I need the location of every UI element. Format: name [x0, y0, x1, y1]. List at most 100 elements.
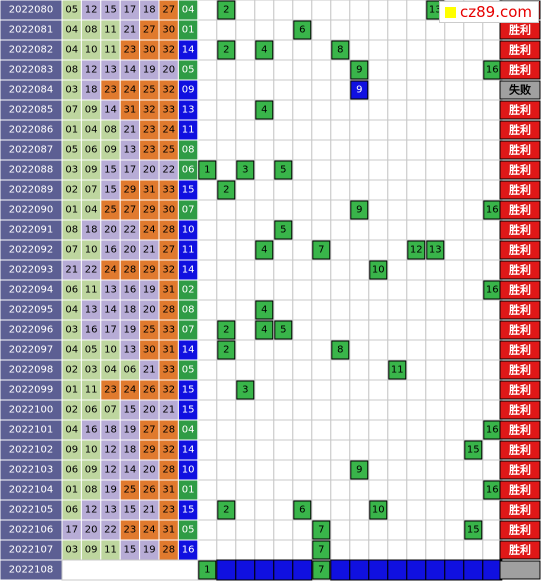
grid-cell [482, 239, 503, 261]
grid-cell [292, 479, 313, 501]
grid-cell [425, 359, 446, 381]
grid-cell [330, 479, 351, 501]
grid-cell [330, 239, 351, 261]
red-ball-number: 03 [65, 85, 78, 96]
result-cell [499, 560, 541, 580]
red-ball-number: 26 [143, 485, 156, 496]
mark-number: 2 [223, 505, 229, 516]
grid-cell [463, 279, 484, 301]
grid-cell [425, 399, 446, 421]
grid-cell [235, 499, 256, 521]
grid-cell [235, 199, 256, 221]
mark-number: 2 [223, 5, 229, 16]
red-ball-number: 06 [65, 465, 78, 476]
red-ball-number: 29 [143, 265, 156, 276]
red-ball-number: 18 [104, 425, 117, 436]
grid-cell [235, 259, 256, 281]
result-cell: 胜利 [499, 240, 541, 260]
grid-cell [273, 439, 294, 461]
grid-cell [482, 359, 503, 381]
grid-cell [254, 279, 275, 301]
grid-cell [444, 79, 465, 101]
result-label: 胜利 [508, 503, 531, 517]
grid-cell [349, 319, 370, 341]
grid-cell [368, 279, 389, 301]
grid-cell [463, 479, 484, 501]
grid-cell [482, 179, 503, 201]
red-ball-number: 28 [162, 225, 175, 236]
grid-cell [368, 0, 389, 21]
period-label: 2022089 [9, 185, 54, 196]
grid-cell [235, 319, 256, 341]
table-row: 2022105 06 12 13 15 21 23 15 2 6 10 胜利 [0, 499, 541, 521]
grid-cell [235, 339, 256, 361]
grid-cell [216, 19, 237, 41]
grid-cell [463, 59, 484, 81]
red-ball-number: 19 [124, 325, 137, 336]
red-ball-number: 32 [162, 265, 175, 276]
mark-cell [293, 20, 312, 40]
grid-cell [216, 59, 237, 81]
red-ball-number: 32 [162, 385, 175, 396]
grid-cell [387, 59, 408, 81]
grid-cell [482, 119, 503, 141]
red-ball-number: 24 [143, 525, 156, 536]
mark-number: 6 [299, 505, 305, 516]
blue-ball-number: 09 [182, 85, 195, 96]
grid-cell [349, 419, 370, 441]
red-ball-number: 05 [65, 145, 78, 156]
grid-cell [463, 399, 484, 421]
grid-cell [463, 339, 484, 361]
result-label: 胜利 [508, 483, 531, 497]
grid-cell [216, 419, 237, 441]
grid-cell [463, 79, 484, 101]
red-ball-number: 06 [85, 405, 98, 416]
grid-cell [197, 119, 218, 141]
period-label: 2022105 [9, 505, 54, 516]
grid-cell [216, 259, 237, 281]
result-cell: 胜利 [499, 300, 541, 320]
red-ball-number: 27 [162, 245, 175, 256]
grid-cell [292, 399, 313, 421]
period-label: 2022108 [9, 565, 54, 576]
grid-cell [349, 479, 370, 501]
result-cell: 胜利 [499, 220, 541, 240]
mark-cell [198, 160, 217, 180]
grid-cell [463, 319, 484, 341]
grid-cell [254, 199, 275, 221]
red-ball-number: 23 [162, 505, 175, 516]
grid-cell [311, 159, 332, 181]
blue-fill-cell [330, 559, 351, 581]
result-cell: 胜利 [499, 340, 541, 360]
period-label: 2022095 [9, 305, 54, 316]
red-ball-number: 12 [104, 445, 117, 456]
red-ball-number: 23 [104, 85, 117, 96]
grid-cell [368, 79, 389, 101]
red-ball-number: 28 [162, 305, 175, 316]
red-ball-number: 06 [124, 365, 137, 376]
grid-cell [368, 179, 389, 201]
grid-cell [444, 139, 465, 161]
grid-cell [406, 399, 427, 421]
grid-cell [444, 479, 465, 501]
grid-cell [482, 519, 503, 541]
result-cell: 胜利 [499, 520, 541, 540]
grid-cell [330, 539, 351, 561]
result-badge [499, 80, 541, 100]
red-ball-number: 25 [143, 85, 156, 96]
grid-cell [235, 0, 256, 21]
grid-cell [330, 19, 351, 41]
blue-ball-number: 13 [182, 105, 195, 116]
grid-cell [292, 379, 313, 401]
red-ball-number: 12 [85, 505, 98, 516]
grid-cell [254, 439, 275, 461]
grid-cell [254, 359, 275, 381]
grid-cell [235, 39, 256, 61]
mark-number: 1 [204, 565, 210, 576]
grid-cell [387, 219, 408, 241]
mark-cell [255, 40, 274, 60]
table-row: 2022092 07 10 16 20 21 27 11 4 7 12 13 胜利 [0, 239, 541, 261]
grid-cell [349, 219, 370, 241]
mark-number: 16 [486, 425, 499, 436]
grid-cell [368, 139, 389, 161]
